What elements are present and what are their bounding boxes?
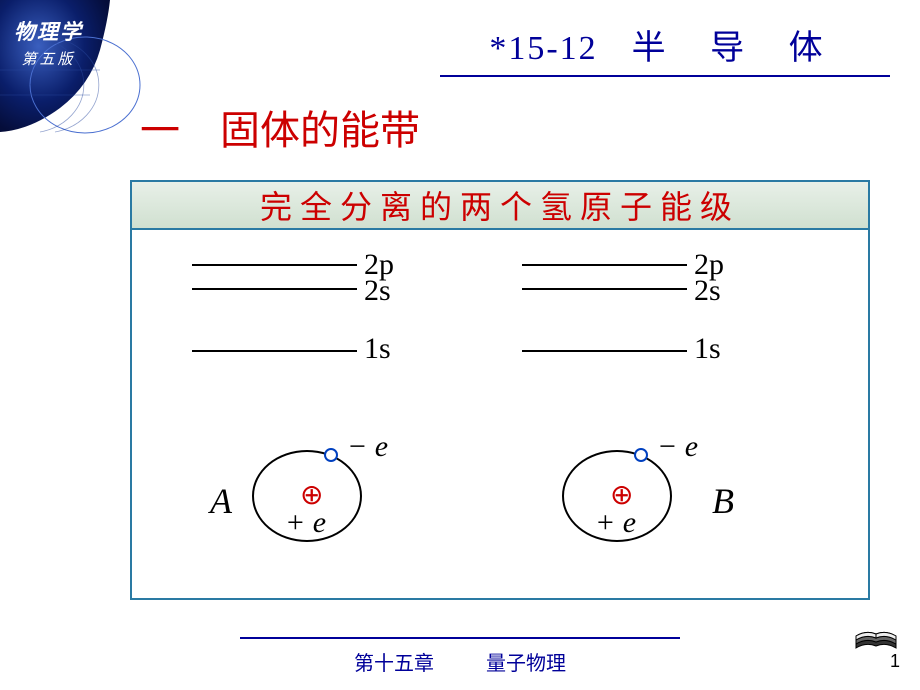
electron-b: [634, 448, 648, 462]
subsection-number: 一: [140, 108, 182, 153]
footer: 第十五章 量子物理: [0, 637, 920, 676]
nucleus-charge-a: + e: [285, 506, 326, 540]
subsection-heading: 一 固体的能带: [140, 98, 420, 156]
section-title: 半 导 体: [632, 30, 841, 67]
energy-level-line: [522, 264, 687, 266]
subsection-title: 固体的能带: [220, 108, 420, 153]
section-number: *15-12: [489, 30, 597, 67]
atom-label-b: B: [712, 480, 734, 522]
nucleus-charge-b: + e: [595, 506, 636, 540]
energy-level-line: [192, 264, 357, 266]
divider: [240, 637, 680, 639]
corner-decoration: 物理学 第五版: [0, 0, 120, 100]
textbook-edition: 第五版: [14, 48, 83, 69]
section-header: *15-12 半 导 体: [440, 20, 890, 77]
textbook-title: 物理学: [14, 16, 83, 46]
diagram-header: 完全分离的两个氢原子能级: [132, 182, 868, 230]
divider: [440, 75, 890, 77]
electron-charge-a: − e: [347, 430, 388, 464]
energy-level-label: 2s: [364, 274, 391, 308]
footer-chapter: 第十五章: [354, 653, 434, 675]
energy-level-line: [192, 288, 357, 290]
section-header-text: *15-12 半 导 体: [440, 20, 890, 69]
energy-level-line: [522, 350, 687, 352]
energy-level-label: 1s: [364, 332, 391, 366]
diagram-title: 完全分离的两个氢原子能级: [260, 182, 740, 228]
atom-label-a: A: [210, 480, 232, 522]
energy-level-line: [522, 288, 687, 290]
book-icon: [852, 616, 900, 654]
energy-level-line: [192, 350, 357, 352]
diagram-container: 完全分离的两个氢原子能级 2p 2s 1s 2p 2s 1s − e ⊕ + e…: [130, 180, 870, 600]
energy-level-label: 2s: [694, 274, 721, 308]
diagram-body: 2p 2s 1s 2p 2s 1s − e ⊕ + e A − e ⊕ + e …: [132, 230, 868, 600]
footer-text: 第十五章 量子物理: [0, 647, 920, 676]
electron-a: [324, 448, 338, 462]
energy-level-label: 1s: [694, 332, 721, 366]
page-number: 1: [890, 651, 900, 672]
electron-charge-b: − e: [657, 430, 698, 464]
textbook-label: 物理学 第五版: [14, 16, 83, 69]
footer-topic: 量子物理: [486, 653, 566, 675]
